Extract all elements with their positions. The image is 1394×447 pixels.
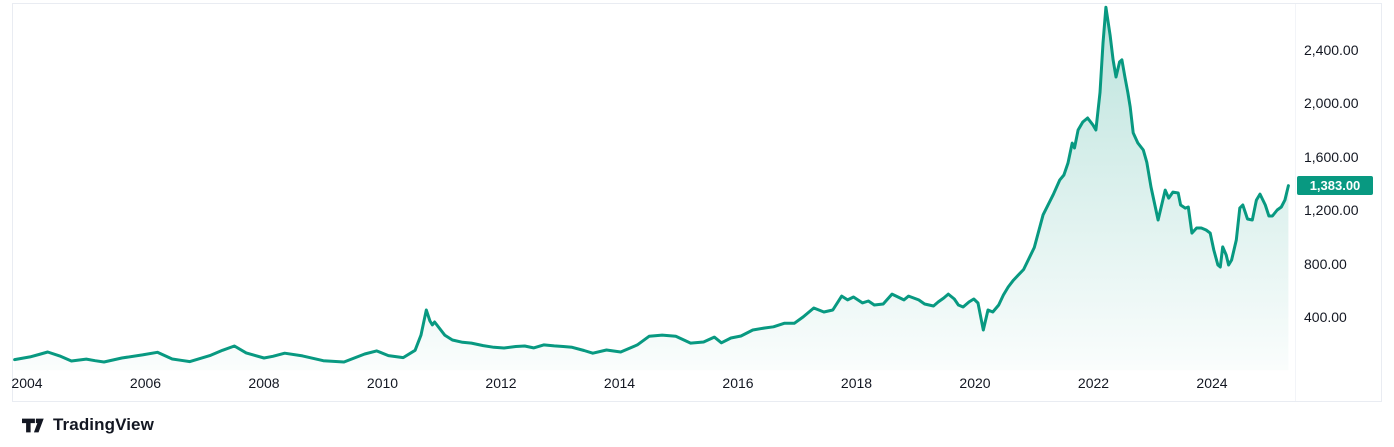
area-fill (14, 7, 1289, 371)
price-axis-separator (1295, 4, 1296, 401)
price-axis-label: 800.00 (1304, 255, 1347, 272)
tradingview-logo-icon (22, 418, 44, 432)
price-axis-label: 2,000.00 (1304, 95, 1359, 112)
current-price-label: 1,383.00 (1309, 178, 1361, 194)
time-axis-label: 2016 (722, 375, 754, 391)
time-axis-label: 2008 (248, 375, 280, 391)
tradingview-brand-text: TradingView (53, 415, 154, 434)
time-axis-label: 2024 (1196, 375, 1228, 391)
chart-widget[interactable]: 2,400.00 2,000.00 1,600.00 1,200.00 800.00 40… (11, 3, 1382, 402)
time-axis-label: 2010 (366, 375, 399, 391)
price-axis-label: 1,600.00 (1304, 148, 1359, 165)
price-axis-label: 400.00 (1304, 308, 1347, 325)
tradingview-attribution[interactable]: TradingView (22, 414, 154, 436)
time-axis-label: 2018 (840, 375, 873, 391)
price-axis-label: 1,200.00 (1304, 202, 1359, 219)
current-price-badge: 1,383.00 (1297, 176, 1373, 196)
price-chart-svg (13, 5, 1290, 371)
price-axis-label: 2,400.00 (1304, 41, 1359, 58)
time-axis-label: 2020 (959, 375, 991, 391)
time-axis-label: 2022 (1077, 375, 1110, 391)
time-axis-label: 2012 (485, 375, 517, 391)
time-axis-label: 2006 (129, 375, 162, 391)
price-line-series (13, 5, 1290, 364)
time-axis-label: 2014 (603, 375, 636, 391)
time-axis-label: 2004 (11, 375, 43, 391)
